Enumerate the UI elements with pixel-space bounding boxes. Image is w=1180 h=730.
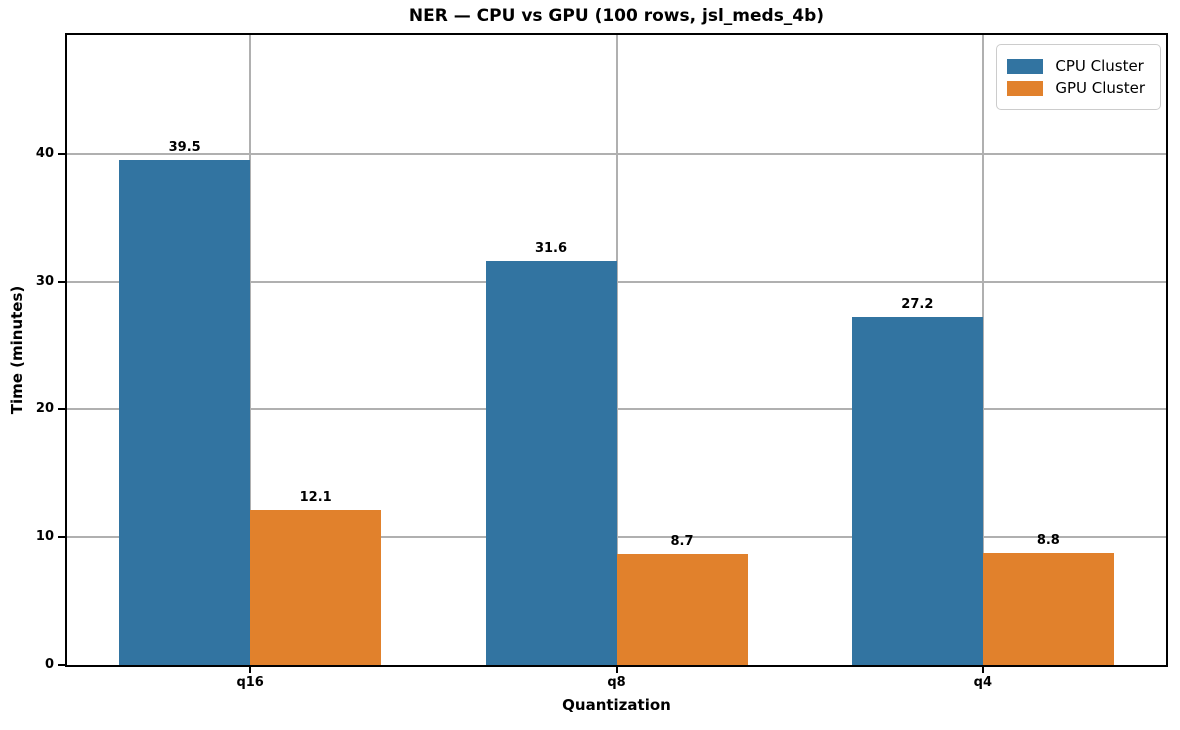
gridline-x-q8: [615, 35, 618, 665]
y-tick-label-40: 40: [35, 145, 54, 161]
y-tick-label-30: 30: [35, 273, 54, 289]
y-tick-mark-40: [58, 152, 65, 155]
bar-cpu-cluster-q4: [851, 317, 983, 665]
x-tick-mark-q16: [249, 667, 252, 673]
bar-cpu-cluster-q16: [119, 160, 251, 665]
plot-area: CPU Cluster GPU Cluster 39.5 12.1 31.6 8.7 27…: [65, 33, 1168, 667]
legend: CPU Cluster GPU Cluster: [996, 44, 1161, 110]
legend-swatch-cpu-cluster: [1007, 58, 1044, 74]
legend-item-gpu-cluster: GPU Cluster: [1007, 79, 1145, 97]
value-label-cpu-cluster-q4: 27.2: [901, 297, 934, 313]
bar-gpu-cluster-q16: [250, 510, 382, 665]
value-label-gpu-cluster-q8: 8.7: [670, 533, 694, 549]
x-axis-label: Quantization: [562, 696, 671, 714]
value-label-cpu-cluster-q8: 31.6: [534, 241, 568, 257]
x-tick-mark-q8: [615, 667, 618, 673]
y-tick-label-20: 20: [35, 401, 54, 417]
value-label-gpu-cluster-q16: 12.1: [299, 490, 332, 506]
y-tick-mark-20: [58, 408, 65, 411]
y-tick-mark-10: [58, 536, 65, 539]
gridline-x-q16: [249, 35, 252, 665]
x-tick-mark-q4: [981, 667, 984, 673]
y-tick-mark-30: [58, 280, 65, 283]
chart-title: NER — CPU vs GPU (100 rows, jsl_meds_4b): [408, 6, 825, 26]
legend-swatch-gpu-cluster: [1007, 80, 1044, 96]
x-tick-label-q16: q16: [236, 675, 264, 690]
legend-label-gpu-cluster: GPU Cluster: [1055, 79, 1145, 97]
y-tick-label-0: 0: [44, 657, 54, 672]
value-label-gpu-cluster-q4: 8.8: [1036, 532, 1060, 548]
bar-gpu-cluster-q8: [616, 553, 748, 665]
bar-cpu-cluster-q8: [485, 261, 617, 665]
y-axis-label: Time (minutes): [8, 285, 26, 415]
legend-label-cpu-cluster: CPU Cluster: [1055, 57, 1144, 75]
bar-gpu-cluster-q4: [982, 552, 1114, 665]
y-tick-label-10: 10: [35, 529, 54, 545]
legend-item-cpu-cluster: CPU Cluster: [1007, 57, 1145, 75]
value-label-cpu-cluster-q16: 39.5: [168, 140, 201, 156]
y-tick-mark-0: [58, 664, 65, 666]
gridline-x-q4: [981, 35, 984, 665]
x-tick-label-q8: q8: [607, 675, 626, 690]
x-tick-label-q4: q4: [973, 675, 992, 690]
